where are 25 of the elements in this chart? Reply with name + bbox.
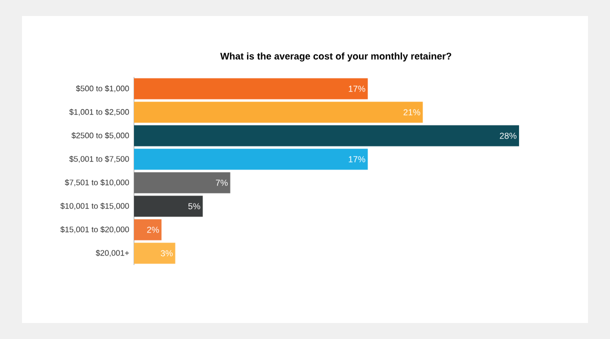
data-label: 3% — [160, 250, 173, 256]
y-tick-label: $1,001 to $2,500 — [69, 108, 129, 116]
data-label: 28% — [500, 132, 516, 139]
data-label: 17% — [348, 86, 366, 92]
y-tick-label: $5,001 to $7,500 — [69, 156, 129, 163]
bar — [134, 196, 203, 217]
y-tick-label: $2500 to $5,000 — [72, 132, 129, 140]
bar — [134, 102, 423, 123]
bar — [134, 148, 368, 170]
data-label: 2% — [147, 226, 159, 233]
bar — [134, 242, 176, 264]
bar — [134, 219, 162, 240]
data-label: 17% — [348, 156, 366, 162]
y-tick-label: $10,001 to $15,000 — [60, 202, 129, 210]
data-label: 7% — [216, 180, 228, 186]
y-tick-label: $20,001+ — [96, 250, 129, 257]
bar — [134, 78, 368, 100]
data-label: 5% — [188, 203, 200, 210]
y-tick-label: $15,001 to $20,000 — [60, 226, 129, 234]
bar — [134, 172, 230, 194]
data-label: 21% — [404, 109, 420, 116]
chart-title: What is the average cost of your monthly retainer? — [220, 52, 452, 62]
bar — [134, 125, 520, 146]
y-tick-label: $500 to $1,000 — [76, 85, 129, 92]
y-tick-label: $7,501 to $10,000 — [64, 179, 129, 186]
